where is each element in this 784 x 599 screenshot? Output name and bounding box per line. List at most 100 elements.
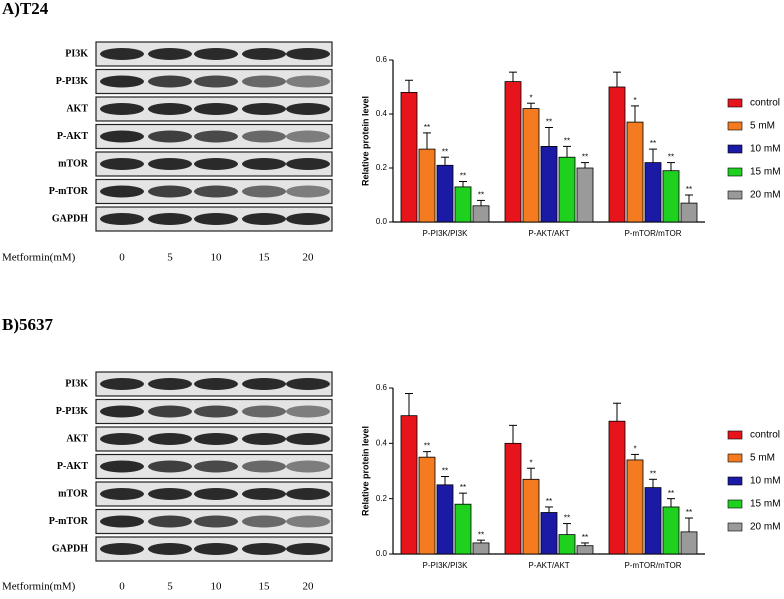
bar: [644, 162, 662, 223]
dose: 10: [211, 252, 223, 264]
bar: [400, 92, 418, 223]
blot-band: [100, 378, 144, 390]
significance: **: [478, 530, 484, 539]
blot-band: [194, 75, 238, 88]
blot-band: [242, 130, 286, 143]
blot-label: P-mTOR: [49, 186, 89, 197]
blot-band: [194, 378, 238, 390]
blot-band: [148, 405, 192, 418]
blot-label: GAPDH: [52, 543, 88, 554]
blot-label: PI3K: [65, 378, 88, 389]
blot-band: [148, 213, 192, 225]
y-tick-label: 0.2: [376, 494, 388, 503]
significance: **: [460, 172, 466, 181]
legend-swatch: [727, 144, 743, 154]
significance: **: [546, 497, 552, 506]
blot-band: [100, 130, 144, 143]
dose: 0: [119, 581, 125, 593]
blot-band: [100, 543, 144, 555]
blot-band: [286, 433, 330, 445]
blot-band: [148, 543, 192, 555]
blot-band: [194, 460, 238, 473]
legend-label: 20 mM: [750, 522, 781, 533]
legend-swatch: [727, 430, 743, 440]
blot-band: [286, 515, 330, 528]
blot-band: [100, 75, 144, 88]
blot-band: [242, 103, 286, 115]
blot-band: [148, 488, 192, 500]
blot-band: [148, 460, 192, 473]
legend-swatch: [727, 190, 743, 200]
bar: [454, 186, 472, 223]
blot-band: [242, 405, 286, 418]
blot-label: P-mTOR: [49, 516, 89, 527]
blot-band: [242, 543, 286, 555]
significance: **: [424, 442, 430, 451]
bar: [576, 545, 594, 555]
x-tick-label: P-AKT/AKT: [528, 229, 569, 238]
bar: [504, 81, 522, 223]
blot-band: [100, 48, 144, 60]
significance: *: [529, 93, 532, 102]
blot-band: [100, 185, 144, 198]
blot-label: P-AKT: [57, 131, 88, 142]
bar: [680, 531, 698, 555]
bar: [608, 420, 626, 555]
x-tick-label: P-PI3K/PI3K: [423, 229, 469, 238]
blot-band: [242, 378, 286, 390]
bar: [504, 442, 522, 555]
blot-band: [148, 185, 192, 198]
significance: **: [442, 147, 448, 156]
bar: [626, 459, 644, 555]
legend-label: 5 mM: [750, 121, 775, 132]
bar: [418, 456, 436, 555]
blot-band: [286, 103, 330, 115]
blot-label: GAPDH: [52, 213, 88, 224]
significance: *: [633, 445, 636, 454]
blot-band: [286, 405, 330, 418]
blot-band: [286, 543, 330, 555]
bar: [400, 415, 418, 555]
bar: [644, 487, 662, 555]
blot-band: [100, 515, 144, 528]
significance: **: [650, 469, 656, 478]
legend-swatch: [727, 453, 743, 463]
blot-band: [286, 488, 330, 500]
panel-label: A)T24: [2, 0, 49, 18]
bar: [472, 205, 490, 223]
legend-swatch: [727, 167, 743, 177]
significance: **: [564, 137, 570, 146]
x-tick-label: P-mTOR/mTOR: [624, 561, 681, 570]
blot-band: [242, 75, 286, 88]
blot-band: [194, 488, 238, 500]
blot-band: [286, 378, 330, 390]
blot-band: [194, 158, 238, 170]
blot-band: [286, 158, 330, 170]
significance: **: [686, 185, 692, 194]
legend-swatch: [727, 121, 743, 131]
y-tick-label: 0.6: [376, 55, 388, 64]
blot-band: [194, 433, 238, 445]
legend-label: control: [750, 98, 780, 109]
blot-band: [194, 515, 238, 528]
x-tick-label: P-mTOR/mTOR: [624, 229, 681, 238]
dose-label: Metformin(mM): [2, 252, 76, 264]
bar: [680, 202, 698, 223]
y-tick-label: 0.0: [376, 217, 388, 226]
significance: **: [424, 123, 430, 132]
blot-label: PI3K: [65, 48, 88, 59]
significance: *: [529, 458, 532, 467]
bar: [436, 164, 454, 223]
bar: [522, 108, 540, 223]
blot-band: [242, 488, 286, 500]
legend-label: 15 mM: [750, 167, 781, 178]
legend-label: control: [750, 430, 780, 441]
significance: **: [668, 153, 674, 162]
blot-band: [148, 75, 192, 88]
blot-band: [100, 158, 144, 170]
blot-band: [242, 185, 286, 198]
legend-label: 5 mM: [750, 453, 775, 464]
blot-label: mTOR: [58, 488, 89, 499]
dose: 10: [211, 581, 223, 593]
